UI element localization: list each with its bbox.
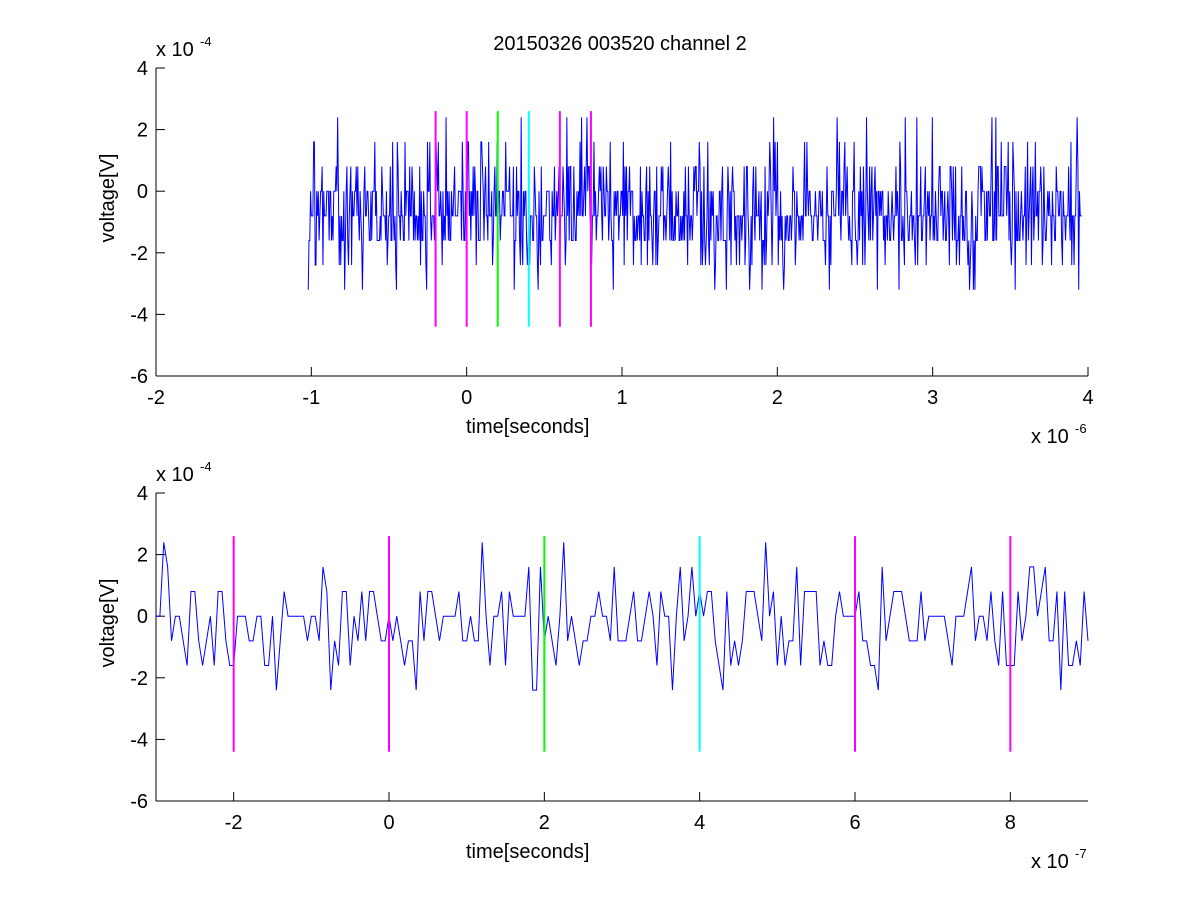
x-tick-label: 4 [1082,387,1093,409]
x-tick-label: 0 [461,387,472,409]
x-tick-label: 3 [927,387,938,409]
x-tick-label: 1 [616,387,627,409]
y-tick-label: -2 [130,243,148,265]
y-tick-label: -4 [130,304,148,326]
signal-series-line [156,542,1089,691]
y-tick-label: -6 [130,791,148,813]
bottom-plot: -2 0 2 4 6 8 -6 -4 -2 0 2 4 time[seconds] voltage[V] x… [97,459,1089,873]
x-tick-label: 2 [772,387,783,409]
x-tick-label: -2 [147,387,165,409]
y-tick-label: 0 [137,606,148,628]
y-tick-label: -4 [130,729,148,751]
x-axis-multiplier-exponent: -7 [1075,846,1087,861]
y-axis-label: voltage[V] [97,154,119,243]
x-axis-multiplier-exponent: -6 [1075,421,1087,436]
y-axis-multiplier: x 10 [156,464,194,486]
y-axis-multiplier: x 10 [156,39,194,61]
signal-series-line [307,117,1082,290]
x-tick-label: 8 [1005,812,1016,834]
x-tick-label: -1 [302,387,320,409]
y-tick-label: 0 [137,181,148,203]
x-tick-label: -2 [225,812,243,834]
x-axis-multiplier: x 10 [1031,851,1069,873]
x-axis-label: time[seconds] [466,841,589,863]
y-axis-multiplier-exponent: -4 [200,34,212,49]
y-tick-label: -2 [130,668,148,690]
y-tick-label: 2 [137,120,148,142]
y-axis-label: voltage[V] [97,579,119,668]
top-plot: -2 -1 0 1 2 3 4 -6 -4 -2 0 2 4 time[seconds] voltage[V… [97,34,1094,448]
y-tick-label: 4 [137,483,148,505]
y-tick-label: 4 [137,58,148,80]
y-tick-label: 2 [137,545,148,567]
x-tick-label: 4 [694,812,705,834]
x-tick-label: 2 [539,812,550,834]
x-axis-multiplier: x 10 [1031,426,1069,448]
x-tick-label: 6 [849,812,860,834]
y-axis-multiplier-exponent: -4 [200,459,212,474]
plot-area [156,493,1088,801]
chart-title: 20150326 003520 channel 2 [493,33,747,55]
y-tick-label: -6 [130,366,148,388]
x-tick-label: 0 [383,812,394,834]
x-axis-label: time[seconds] [466,416,589,438]
